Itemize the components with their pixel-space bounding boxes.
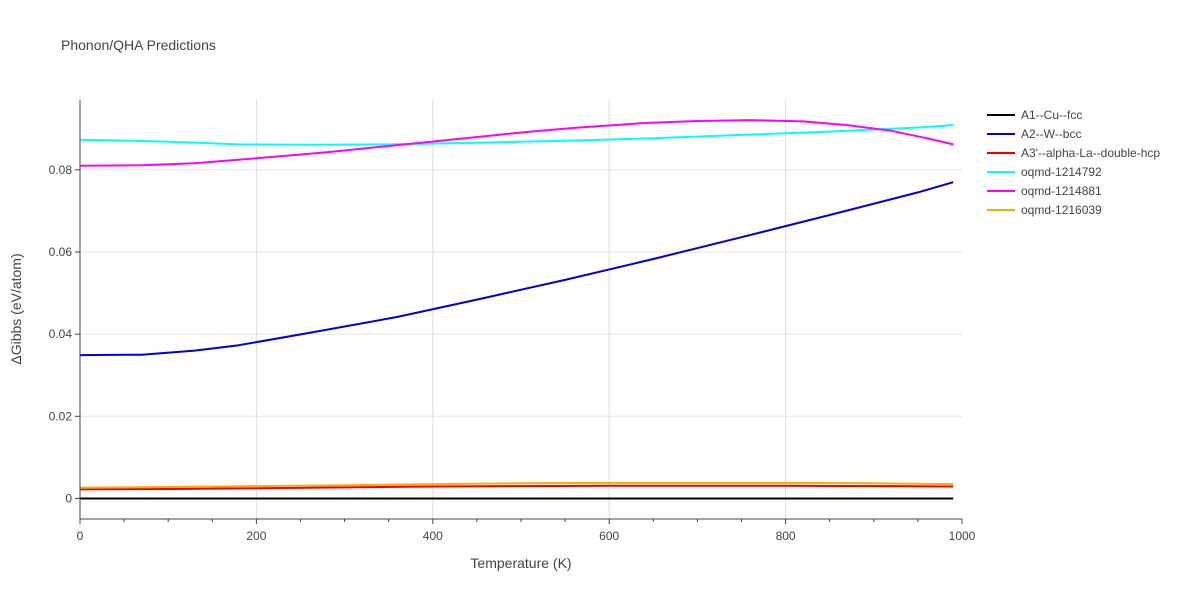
chart-title: Phonon/QHA Predictions [61,37,216,53]
legend-item-label: oqmd-1214881 [1021,184,1102,198]
y-tick-label: 0.06 [49,245,73,259]
y-tick-label: 0 [65,491,72,505]
series-line-oqmd-1214881 [79,119,954,167]
series-line-A3'--alpha-La--double-hcp [79,484,954,491]
x-tick-label: 800 [776,529,796,543]
y-tick-label: 0.04 [49,327,73,341]
legend-item-label: oqmd-1214792 [1021,165,1102,179]
series-group [79,119,954,500]
legend: A1--Cu--fcc A2--W--bcc A3'--alpha-La--doub… [987,108,1160,217]
series-line-oqmd-1216039 [79,481,954,489]
x-tick-label: 600 [599,529,619,543]
y-axis-label: ΔGibbs (eV/atom) [8,253,24,364]
legend-item-label: oqmd-1216039 [1021,203,1102,217]
legend-item-label: A2--W--bcc [1021,127,1081,141]
axes: 0 0.02 0.04 0.06 0.08 0 200 400 600 800 1000 [49,100,976,543]
x-tick-label: 400 [423,529,443,543]
x-tick-label: 0 [77,529,84,543]
series-line-A2--W--bcc [79,181,954,357]
x-tick-label: 1000 [949,529,976,543]
legend-item-label: A3'--alpha-La--double-hcp [1021,146,1160,160]
y-tick-label: 0.08 [49,163,73,177]
legend-item-label: A1--Cu--fcc [1021,108,1082,122]
x-axis-label: Temperature (K) [470,555,571,571]
series-line-oqmd-1214792 [79,124,954,146]
y-tick-label: 0.02 [49,409,73,423]
x-tick-label: 200 [246,529,266,543]
